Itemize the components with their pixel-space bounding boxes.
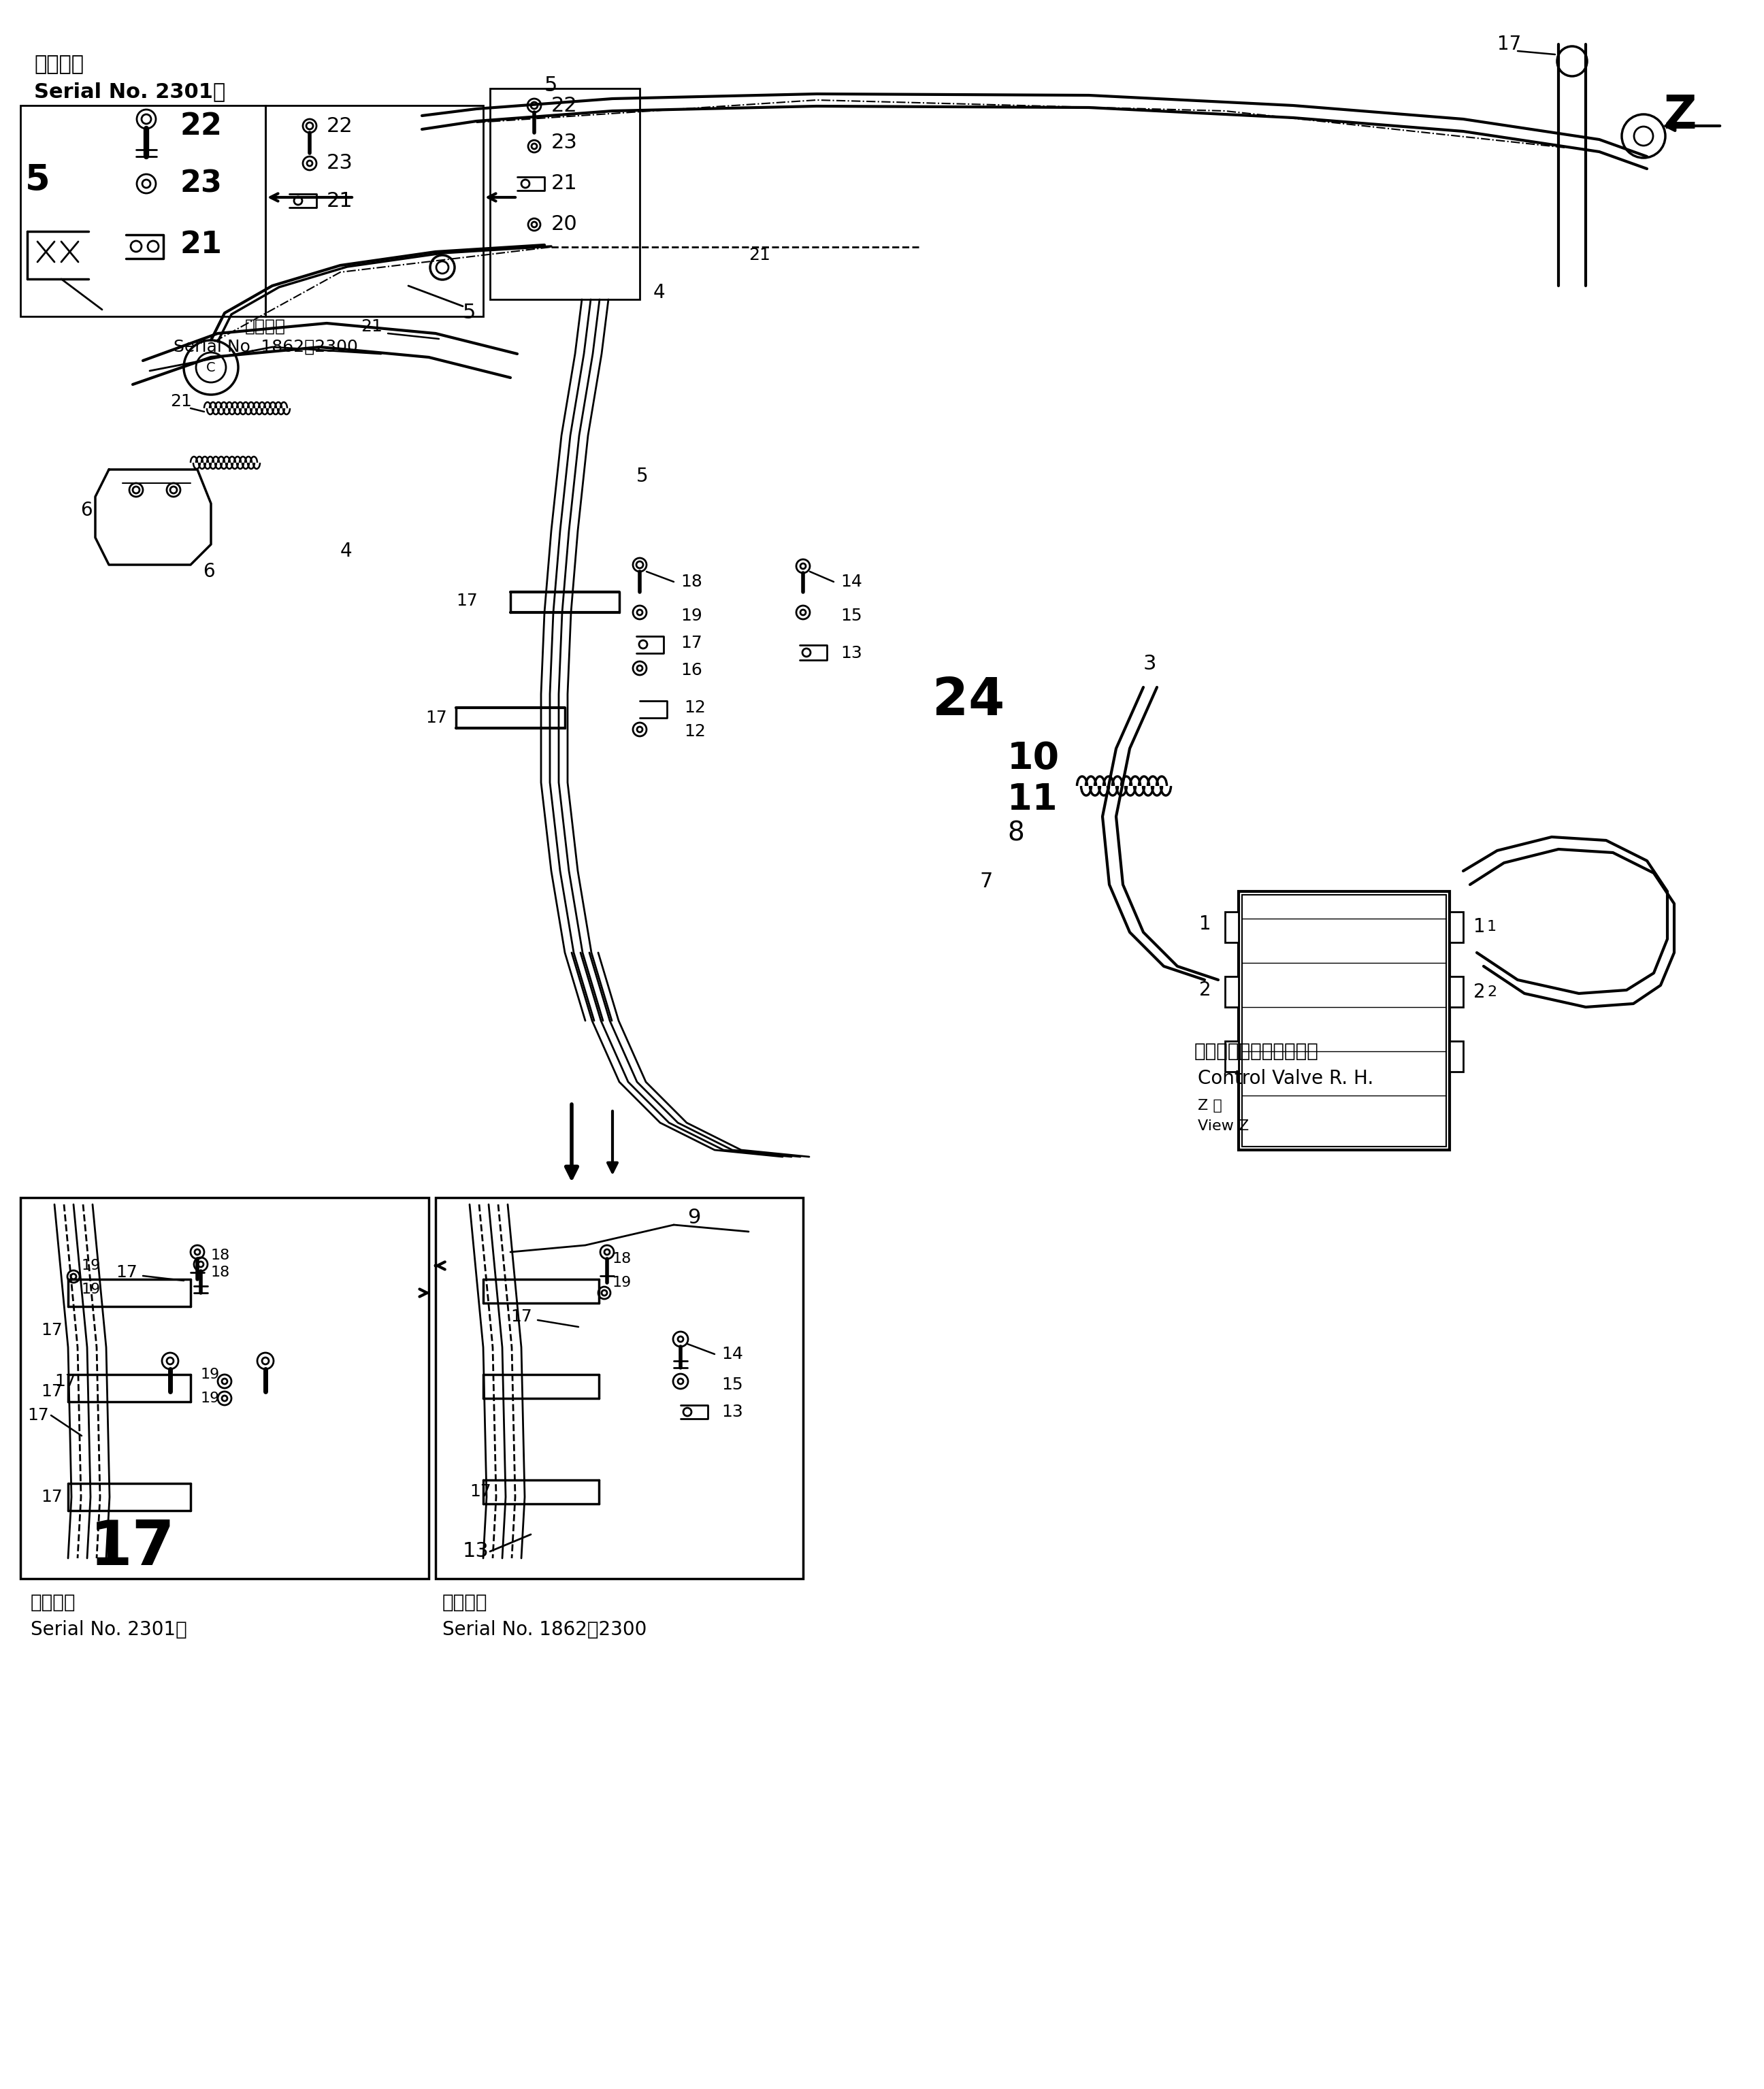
- Text: 3: 3: [1143, 654, 1157, 673]
- Text: Serial No. 2301～: Serial No. 2301～: [30, 1621, 187, 1640]
- Bar: [1238, 892, 1450, 1149]
- Text: 5: 5: [637, 466, 649, 487]
- Text: 17: 17: [90, 1519, 175, 1577]
- Bar: [1224, 911, 1238, 942]
- Text: 20: 20: [550, 215, 577, 234]
- Text: 1: 1: [1487, 919, 1496, 934]
- Bar: [436, 1197, 803, 1579]
- Text: 21: 21: [360, 318, 383, 334]
- Text: 15: 15: [721, 1377, 743, 1393]
- Text: 19: 19: [201, 1391, 220, 1406]
- Text: 8: 8: [1007, 821, 1025, 846]
- Text: 21: 21: [169, 393, 192, 409]
- Text: 17: 17: [55, 1372, 76, 1389]
- Text: 23: 23: [180, 169, 222, 198]
- Text: 11: 11: [1007, 781, 1057, 817]
- Text: 7: 7: [981, 871, 993, 892]
- Text: 適用号機: 適用号機: [245, 318, 286, 334]
- Text: 17: 17: [41, 1383, 62, 1400]
- Bar: [1242, 894, 1446, 1147]
- Text: 21: 21: [550, 173, 577, 194]
- Text: 18: 18: [612, 1251, 632, 1266]
- Text: 12: 12: [684, 723, 706, 740]
- Text: 19: 19: [612, 1276, 632, 1289]
- Text: View Z: View Z: [1198, 1120, 1249, 1132]
- Text: 17: 17: [455, 593, 478, 610]
- Text: 6: 6: [81, 501, 92, 520]
- Text: 5: 5: [25, 163, 49, 198]
- Text: コントロールバルブ右側: コントロールバルブ右側: [1194, 1042, 1319, 1061]
- Text: Serial No. 1862～2300: Serial No. 1862～2300: [173, 338, 358, 355]
- Text: 15: 15: [840, 608, 863, 625]
- Text: 19: 19: [201, 1368, 220, 1381]
- Text: Z: Z: [1663, 94, 1697, 138]
- Bar: [21, 104, 265, 315]
- Bar: [21, 1197, 429, 1579]
- Text: Serial No. 1862～2300: Serial No. 1862～2300: [443, 1621, 647, 1640]
- Text: 4: 4: [340, 541, 353, 560]
- Text: 23: 23: [326, 152, 353, 173]
- Text: 適用号機: 適用号機: [34, 54, 83, 75]
- Text: 適用号機: 適用号機: [443, 1594, 487, 1613]
- Text: 24: 24: [933, 675, 1005, 727]
- Bar: [1224, 1040, 1238, 1072]
- Text: 18: 18: [681, 574, 702, 589]
- Text: 18: 18: [212, 1249, 229, 1262]
- Text: 1: 1: [1473, 917, 1485, 936]
- Bar: [1450, 1040, 1462, 1072]
- Text: 17: 17: [41, 1489, 62, 1506]
- Text: 22: 22: [180, 111, 222, 140]
- Text: 19: 19: [681, 608, 702, 625]
- Text: 17: 17: [469, 1483, 490, 1500]
- Text: 17: 17: [1498, 36, 1521, 54]
- Text: Serial No. 2301～: Serial No. 2301～: [34, 81, 226, 102]
- Text: 21: 21: [180, 230, 222, 259]
- Text: 9: 9: [688, 1207, 700, 1228]
- Text: 2: 2: [1473, 982, 1485, 1001]
- Text: 14: 14: [840, 574, 863, 589]
- Text: 12: 12: [684, 700, 706, 717]
- Text: 21: 21: [748, 247, 771, 263]
- Text: 17: 17: [681, 635, 702, 652]
- Text: 21: 21: [326, 190, 353, 211]
- Text: 23: 23: [550, 134, 577, 152]
- Text: 18: 18: [212, 1266, 229, 1278]
- Text: 5: 5: [545, 75, 557, 94]
- Text: 13: 13: [462, 1542, 489, 1560]
- Text: C: C: [206, 361, 215, 374]
- Text: 6: 6: [203, 562, 215, 581]
- Text: 2: 2: [1200, 980, 1212, 1001]
- Text: 13: 13: [721, 1404, 743, 1421]
- Circle shape: [141, 115, 152, 123]
- Text: 5: 5: [462, 303, 476, 324]
- Text: 17: 17: [425, 710, 446, 727]
- Text: 22: 22: [550, 96, 577, 115]
- Text: 4: 4: [653, 284, 665, 303]
- Text: 22: 22: [326, 117, 353, 136]
- Text: 10: 10: [1007, 740, 1060, 777]
- Text: 17: 17: [510, 1308, 533, 1324]
- Text: 17: 17: [41, 1322, 62, 1339]
- Text: 2: 2: [1487, 986, 1496, 999]
- Text: 16: 16: [681, 662, 702, 679]
- Text: 適用号機: 適用号機: [30, 1594, 76, 1613]
- Bar: [1450, 976, 1462, 1007]
- Text: 19: 19: [81, 1283, 101, 1297]
- Bar: [1224, 976, 1238, 1007]
- Bar: [490, 88, 640, 299]
- Text: 17: 17: [116, 1264, 138, 1281]
- Text: 17: 17: [26, 1408, 49, 1423]
- Text: 19: 19: [81, 1260, 101, 1272]
- Text: 13: 13: [840, 646, 863, 662]
- Text: 14: 14: [721, 1345, 743, 1362]
- Bar: [265, 104, 483, 315]
- Text: 1: 1: [1200, 915, 1212, 934]
- Bar: [1450, 911, 1462, 942]
- Text: Control Valve R. H.: Control Valve R. H.: [1198, 1070, 1374, 1088]
- Text: Z 視: Z 視: [1198, 1099, 1222, 1113]
